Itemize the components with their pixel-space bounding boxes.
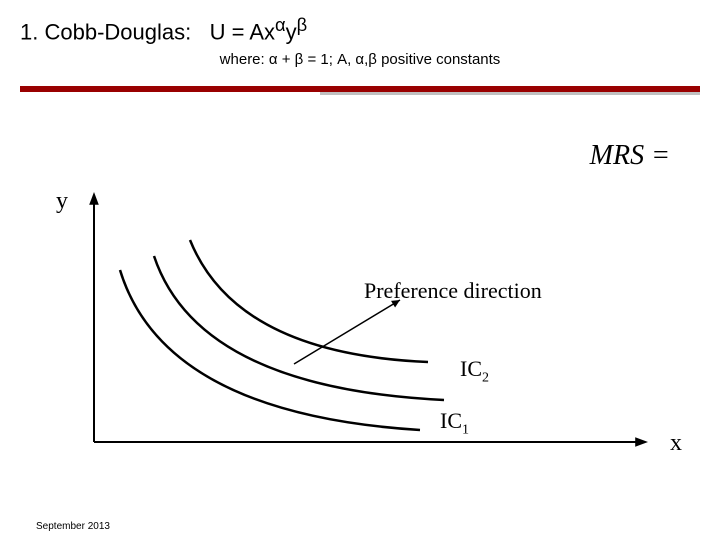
preference-arrow-line [294, 300, 400, 364]
x-axis-arrow [635, 437, 648, 447]
diagram-canvas [0, 0, 720, 540]
indifference-curve-ic2 [154, 256, 444, 400]
indifference-curve-ic1 [120, 270, 420, 430]
footer-date: September 2013 [36, 521, 110, 532]
y-axis-arrow [89, 192, 99, 205]
